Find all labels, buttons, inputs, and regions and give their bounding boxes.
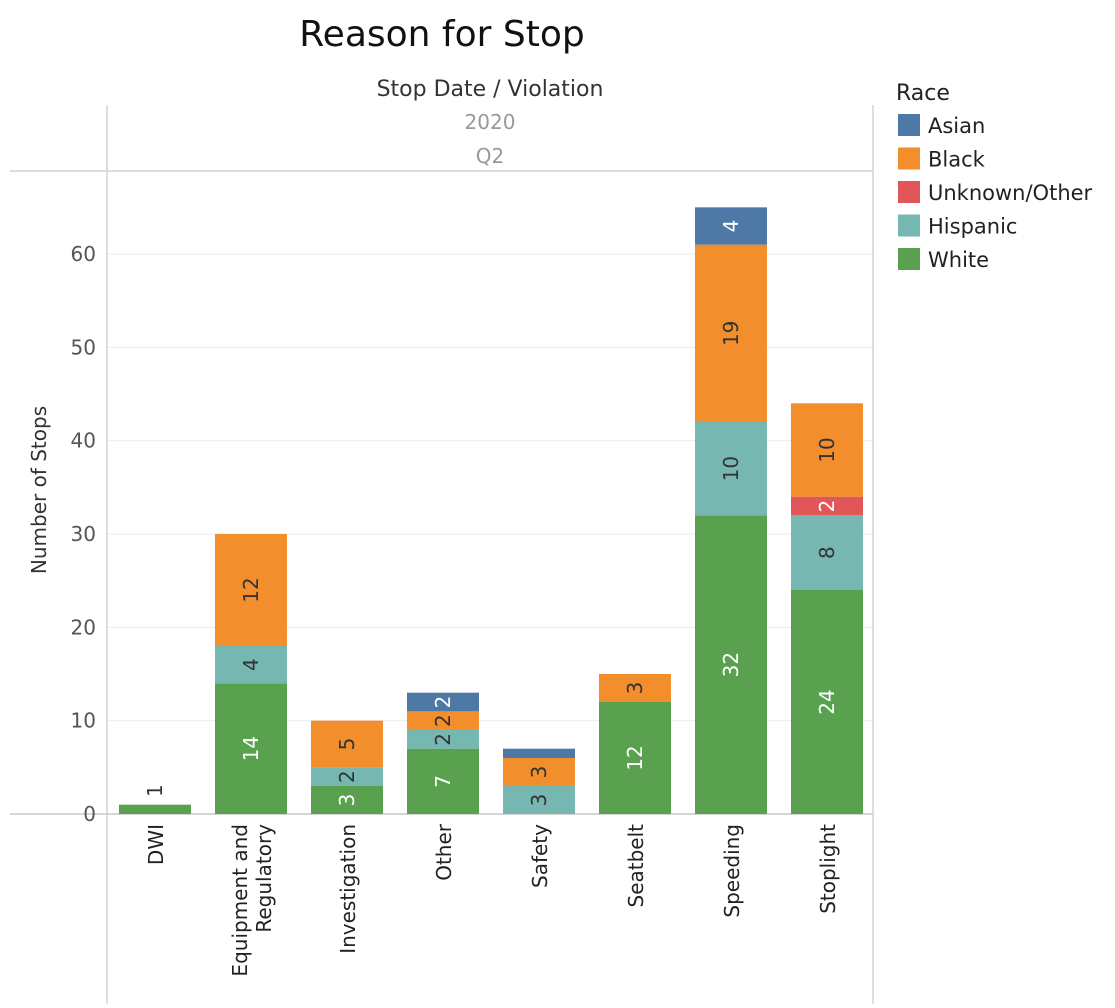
column-header-year: 2020 <box>465 110 516 134</box>
bar-segment <box>311 786 383 814</box>
y-tick-label: 30 <box>71 522 96 546</box>
bar-segment <box>407 748 479 814</box>
bar-segment <box>599 674 671 702</box>
bars <box>119 207 863 814</box>
legend-swatch <box>898 114 920 136</box>
y-tick-label: 50 <box>71 335 96 359</box>
bar-segment <box>791 515 863 590</box>
data-label: 3 <box>335 794 359 807</box>
bar-segment <box>215 646 287 684</box>
bar-segment <box>407 730 479 749</box>
legend-swatch <box>898 248 920 270</box>
data-label: 2 <box>335 770 359 783</box>
x-category-label: Equipment and <box>228 824 252 977</box>
x-category-label: Safety <box>528 824 552 888</box>
bar-segment <box>791 403 863 497</box>
x-category-label: Investigation <box>336 824 360 954</box>
x-category-label: Seatbelt <box>624 824 648 908</box>
legend: Asian Black Unknown/Other Hispanic White <box>898 114 1093 272</box>
data-label: 14 <box>239 736 263 761</box>
bar-segment <box>407 711 479 730</box>
legend-swatch <box>898 181 920 203</box>
data-label: 19 <box>719 321 743 346</box>
legend-title: Race <box>896 81 950 106</box>
legend-label: Hispanic <box>928 215 1017 239</box>
data-label: 3 <box>527 766 551 779</box>
bar-segment <box>695 244 767 422</box>
bar-segment <box>311 767 383 786</box>
y-ticks: 0 10 20 30 40 50 60 <box>71 242 96 826</box>
bar-segment <box>503 786 575 814</box>
column-header-quarter: Q2 <box>476 144 504 168</box>
x-category-label: DWI <box>144 824 168 865</box>
data-label: 24 <box>815 689 839 714</box>
y-tick-label: 0 <box>83 802 96 826</box>
y-tick-label: 60 <box>71 242 96 266</box>
data-label: 3 <box>623 682 647 695</box>
bar-segment <box>503 758 575 786</box>
bar-segment <box>503 748 575 758</box>
data-label: 8 <box>815 546 839 559</box>
data-label: 7 <box>431 775 455 788</box>
data-label: 12 <box>623 745 647 770</box>
data-label: 4 <box>239 658 263 671</box>
data-label: 2 <box>431 714 455 727</box>
data-label: 2 <box>431 733 455 746</box>
data-label: 10 <box>719 456 743 481</box>
column-header: Stop Date / Violation <box>377 77 604 102</box>
data-label: 12 <box>239 577 263 602</box>
y-axis-label: Number of Stops <box>27 406 51 574</box>
legend-label: White <box>928 248 989 272</box>
x-category-label: Speeding <box>720 824 744 918</box>
legend-label: Unknown/Other <box>928 181 1093 205</box>
x-category-label: Other <box>432 823 456 881</box>
legend-swatch <box>898 214 920 237</box>
bar-segment <box>791 496 863 516</box>
data-label: 1 <box>143 784 167 797</box>
x-category-label: Stoplight <box>816 824 840 914</box>
data-label: 5 <box>335 738 359 751</box>
bar-segment <box>311 720 383 768</box>
bar-segment <box>215 534 287 646</box>
data-label: 4 <box>719 220 743 233</box>
y-tick-label: 20 <box>71 615 96 639</box>
legend-swatch <box>898 147 920 170</box>
bar-segment <box>215 683 287 814</box>
bar-segment <box>599 702 671 814</box>
legend-label: Black <box>928 148 986 172</box>
data-label: 3 <box>527 794 551 807</box>
data-label: 32 <box>719 652 743 677</box>
legend-label: Asian <box>928 114 985 138</box>
bar-segment <box>119 804 191 814</box>
bar-segment <box>407 692 479 712</box>
bar-segment <box>695 515 767 814</box>
bar-segment <box>695 207 767 245</box>
y-tick-label: 10 <box>71 709 96 733</box>
x-categories: DWI Equipment and Regulatory Investigation O… <box>144 823 840 976</box>
data-label: 2 <box>431 696 455 709</box>
y-tick-label: 40 <box>71 429 96 453</box>
data-label: 10 <box>815 437 839 462</box>
x-category-label: Regulatory <box>252 824 276 933</box>
bar-segment <box>695 422 767 516</box>
bar-segment <box>791 590 863 814</box>
chart-title: Reason for Stop <box>299 14 584 55</box>
data-label: 2 <box>815 500 839 513</box>
